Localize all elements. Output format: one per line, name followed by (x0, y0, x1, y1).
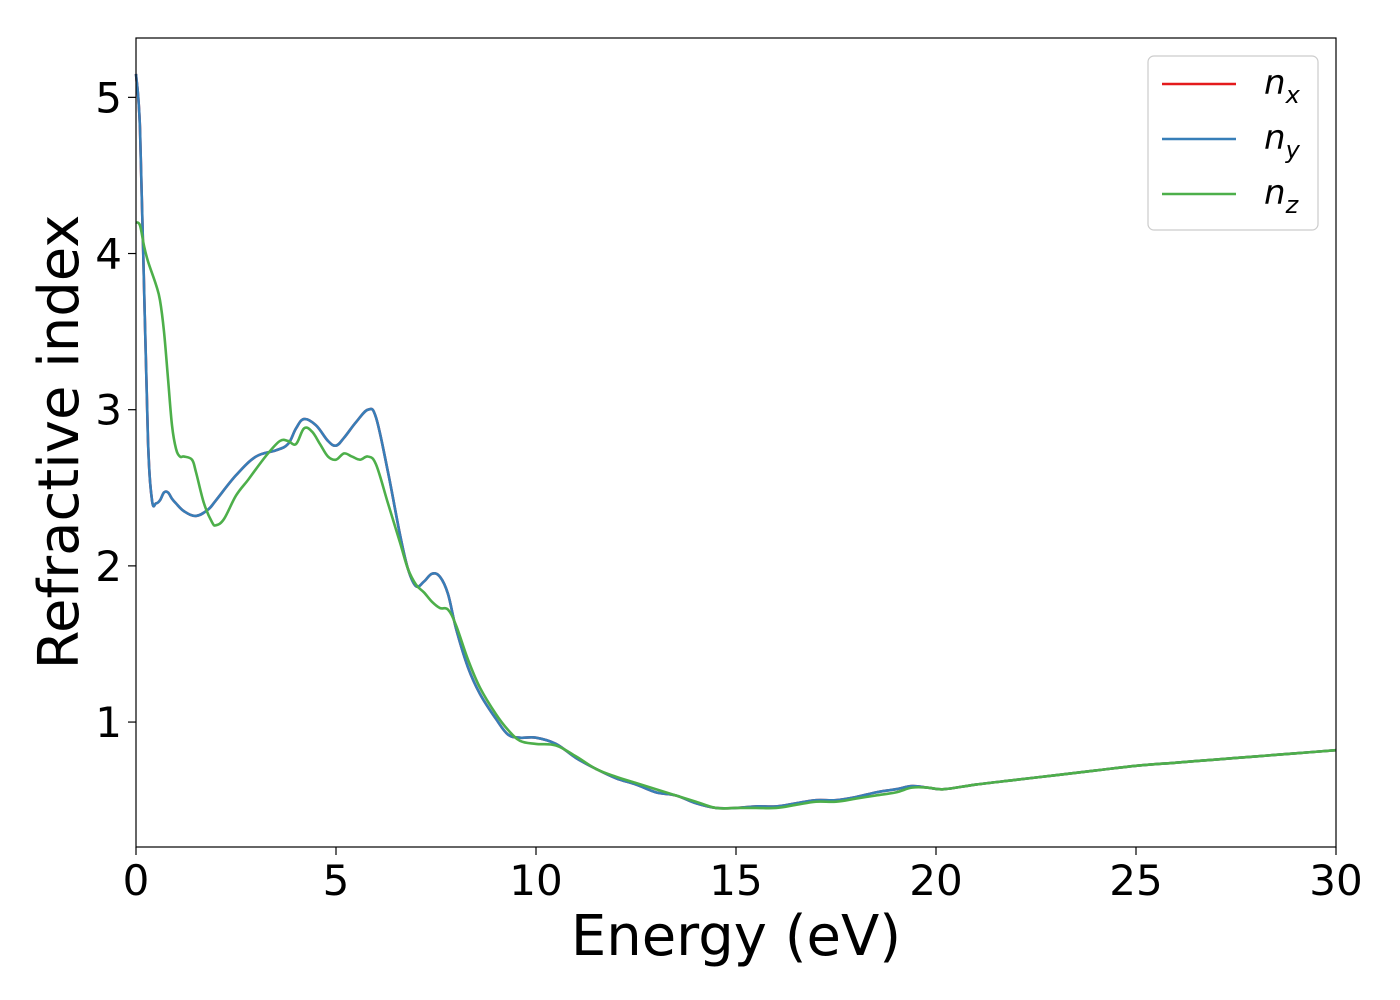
x-tick-label: 25 (1109, 856, 1162, 905)
x-tick-label: 5 (323, 856, 350, 905)
legend-label-subscript: x (1285, 81, 1301, 109)
legend-label-nz: nz (1264, 173, 1300, 219)
legend-label-nx: nx (1264, 63, 1301, 109)
y-tick-label: 3 (95, 386, 122, 435)
x-axis-title: Energy (eV) (571, 904, 901, 969)
series-line-nz (135, 221, 1337, 810)
y-tick-label: 5 (95, 73, 122, 122)
y-tick-label: 1 (95, 698, 122, 747)
y-tick-label: 4 (95, 230, 122, 279)
legend-label-ny: ny (1264, 118, 1301, 164)
series-layer (134, 73, 1337, 810)
x-axis-ticks: 0 5 10 15 20 25 30 (123, 847, 1363, 905)
x-tick-label: 20 (909, 856, 962, 905)
x-tick-label: 0 (123, 856, 150, 905)
y-axis-title: Refractive index (27, 215, 92, 670)
x-tick-label: 15 (709, 856, 762, 905)
legend-label-subscript: z (1285, 191, 1300, 219)
x-tick-label: 30 (1309, 856, 1362, 905)
legend-label-base: n (1264, 173, 1286, 213)
legend-label-base: n (1264, 63, 1286, 103)
x-tick-label: 10 (509, 856, 562, 905)
legend-label-subscript: y (1285, 136, 1301, 164)
legend-label-base: n (1264, 118, 1286, 158)
y-tick-label: 2 (95, 542, 122, 591)
legend-box (1147, 55, 1319, 231)
y-axis-ticks: 1 2 3 4 5 (95, 73, 136, 747)
